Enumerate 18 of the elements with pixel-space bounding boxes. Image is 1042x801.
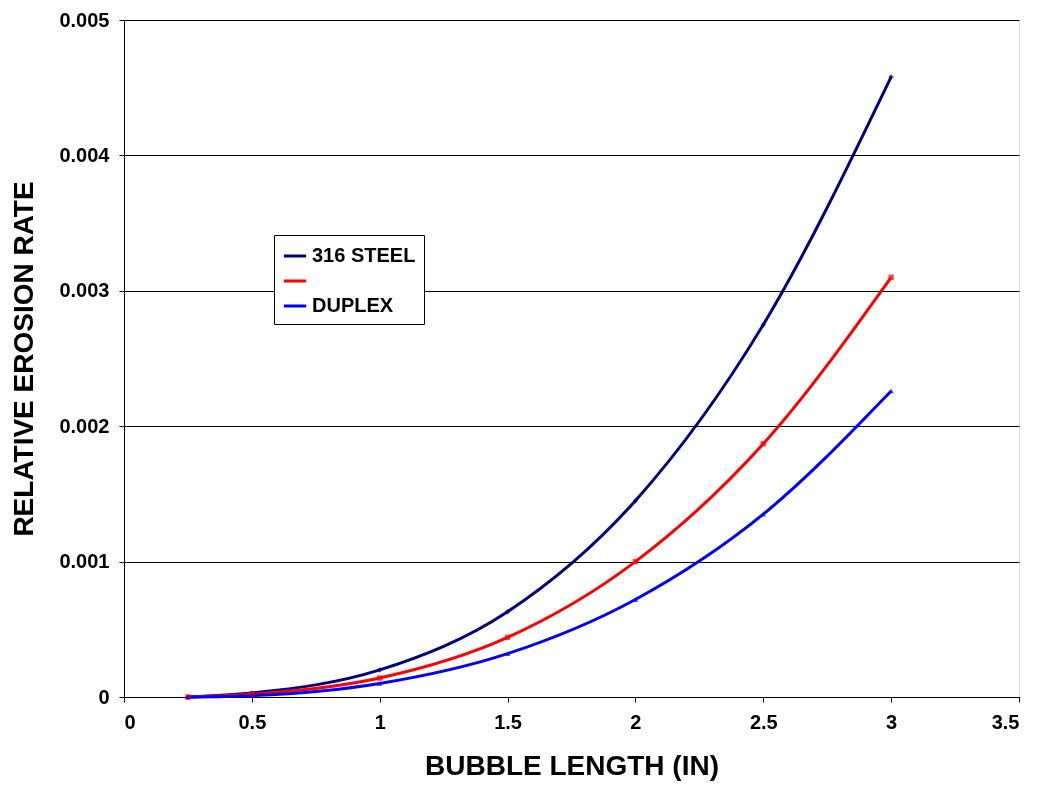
legend-label: DUPLEX (312, 294, 394, 316)
y-axis-title: RELATIVE EROSION RATE (8, 181, 40, 537)
y-tick-label: 0.004 (59, 143, 111, 166)
y-tick-label: 0.003 (59, 279, 110, 302)
y-tick-label: 0.005 (59, 8, 110, 31)
x-tick-label: 1.5 (494, 710, 522, 733)
x-tick-label: 2 (630, 710, 642, 733)
x-tick-label: 1 (374, 710, 386, 733)
y-tick-label: 0 (98, 685, 110, 708)
x-axis-title: BUBBLE LENGTH (IN) (425, 749, 719, 781)
x-tick-label: 0.5 (238, 710, 267, 733)
x-tick-label: 0 (124, 710, 136, 733)
x-tick-label: 3 (886, 710, 898, 733)
x-tick-label: 3.5 (991, 710, 1020, 733)
y-tick-label: 0.002 (59, 414, 110, 437)
legend-label: 316 STEEL (312, 244, 416, 266)
y-tick-label: 0.001 (59, 550, 110, 573)
x-tick-label: 2.5 (749, 710, 778, 733)
